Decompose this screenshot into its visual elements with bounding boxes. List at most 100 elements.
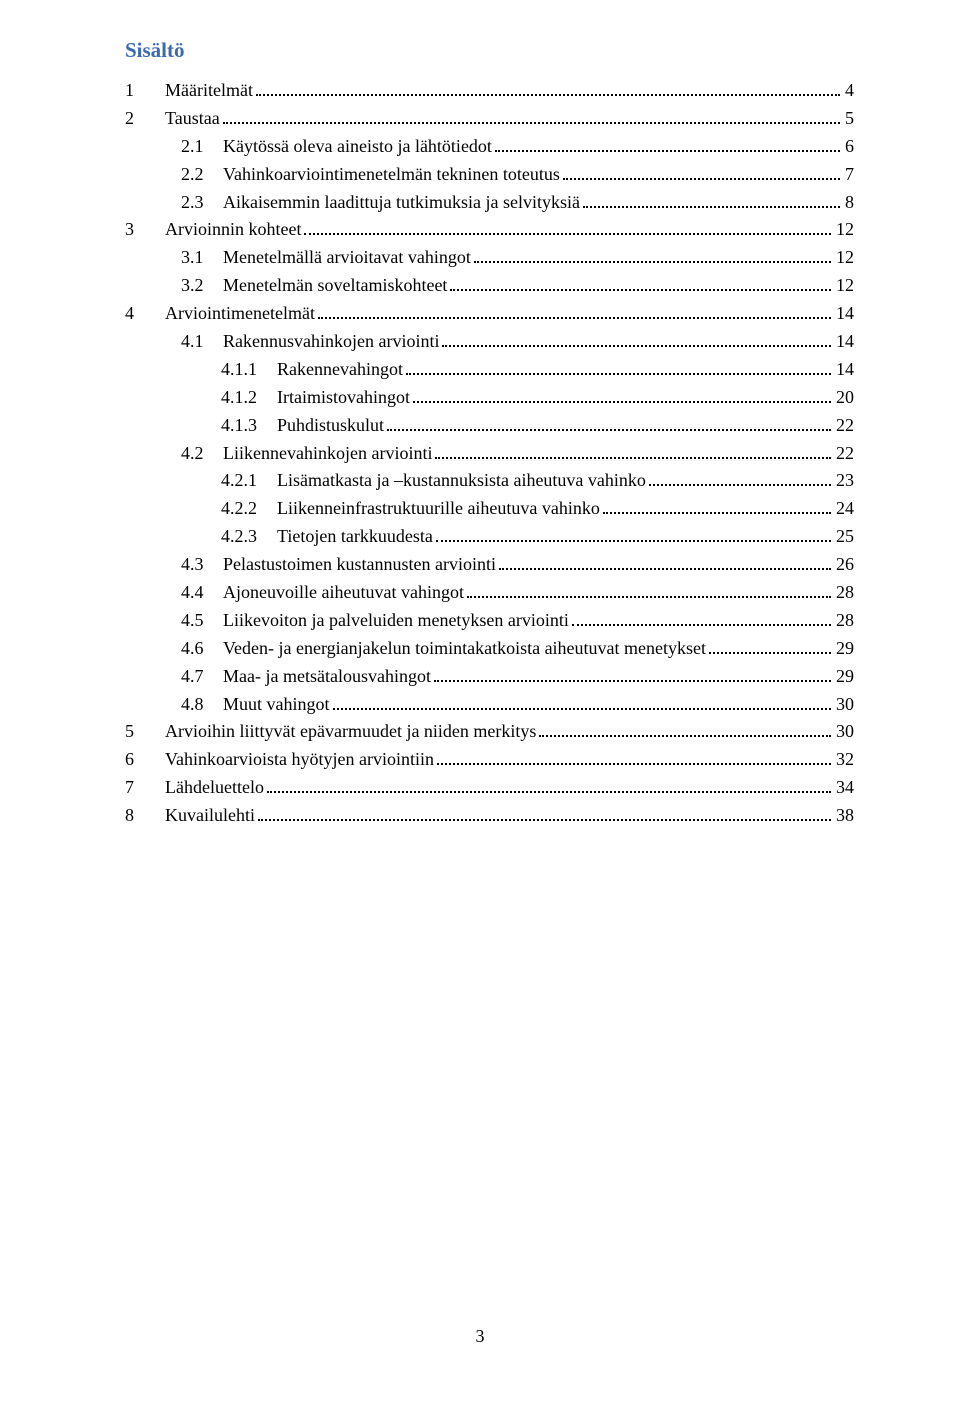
toc-entry: 2.1Käytössä oleva aineisto ja lähtötiedo… xyxy=(125,133,854,161)
toc-entry-page: 7 xyxy=(843,161,854,189)
toc-entry: 4 Arviointimenetelmät 14 xyxy=(125,300,854,328)
toc-entry-label: Lähdeluettelo xyxy=(165,774,264,802)
toc-entry-page: 20 xyxy=(834,384,854,412)
toc-entry: 4.1.3Puhdistuskulut22 xyxy=(125,412,854,440)
toc-entry-number: 7 xyxy=(125,774,145,802)
toc-entry-label: Liikenneinfrastruktuurille aiheutuva vah… xyxy=(277,495,600,523)
toc-entry-number: 1 xyxy=(125,77,145,105)
toc-entry-page: 32 xyxy=(834,746,854,774)
toc-entry-number: 2 xyxy=(125,105,145,133)
toc-leader-dots xyxy=(437,763,831,765)
toc-leader-dots xyxy=(304,233,831,235)
toc-entry-page: 6 xyxy=(843,133,854,161)
toc-entry: 8Kuvailulehti38 xyxy=(125,802,854,830)
toc-leader-dots xyxy=(256,94,840,96)
toc-entry-label: Vahinkoarvioista hyötyjen arviointiin xyxy=(165,746,434,774)
toc-entry: 4.3Pelastustoimen kustannusten arviointi… xyxy=(125,551,854,579)
toc-entry-page: 14 xyxy=(834,300,854,328)
toc-entry-page: 24 xyxy=(834,495,854,523)
toc-leader-dots xyxy=(435,457,831,459)
toc-entry-label: Rakennevahingot xyxy=(277,356,403,384)
toc-entry-page: 29 xyxy=(834,635,854,663)
toc-entry-label: Arviointimenetelmät xyxy=(165,300,315,328)
page-number: 3 xyxy=(0,1326,960,1347)
toc-entry-page: 5 xyxy=(843,105,854,133)
toc-leader-dots xyxy=(563,178,840,180)
toc-entry-label: Tietojen tarkkuudesta xyxy=(277,523,433,551)
toc-entry-label: Aikaisemmin laadittuja tutkimuksia ja se… xyxy=(223,189,580,217)
toc-entry-page: 14 xyxy=(834,328,854,356)
toc-entry-page: 25 xyxy=(834,523,854,551)
toc-leader-dots xyxy=(649,484,831,486)
toc-entry: 3.1Menetelmällä arvioitavat vahingot12 xyxy=(125,244,854,272)
toc-entry-page: 30 xyxy=(834,718,854,746)
toc-entry-label: Liikennevahinkojen arviointi xyxy=(223,440,432,468)
toc-entry-number: 4.1.2 xyxy=(221,384,277,412)
toc-leader-dots xyxy=(603,512,831,514)
toc-entry-label: Taustaa xyxy=(165,105,220,133)
toc-entry-label: Irtaimistovahingot xyxy=(277,384,410,412)
toc-entry-number: 3 xyxy=(125,216,145,244)
toc-entry-number: 4.6 xyxy=(181,635,223,663)
toc-entry-number: 4 xyxy=(125,300,145,328)
toc-entry-page: 28 xyxy=(834,579,854,607)
toc-entry: 2 Taustaa 5 xyxy=(125,105,854,133)
toc-entry-number: 4.5 xyxy=(181,607,223,635)
toc-title: Sisältö xyxy=(125,38,854,63)
toc-entry-number: 4.1 xyxy=(181,328,223,356)
toc-entry: 4.8Muut vahingot30 xyxy=(125,691,854,719)
toc-leader-dots xyxy=(572,624,831,626)
toc-entry-number: 4.4 xyxy=(181,579,223,607)
toc-entry-number: 4.1.1 xyxy=(221,356,277,384)
toc-entry-number: 4.1.3 xyxy=(221,412,277,440)
toc-entry-number: 4.2.3 xyxy=(221,523,277,551)
toc-entry-number: 2.2 xyxy=(181,161,223,189)
toc-entry-number: 4.3 xyxy=(181,551,223,579)
toc-entry-label: Muut vahingot xyxy=(223,691,330,719)
toc-entry: 4.4Ajoneuvoille aiheutuvat vahingot28 xyxy=(125,579,854,607)
toc-entry-number: 5 xyxy=(125,718,145,746)
toc-entry: 7 Lähdeluettelo 34 xyxy=(125,774,854,802)
toc-entry-label: Arvioinnin kohteet xyxy=(165,216,301,244)
toc-entry: 5 Arvioihin liittyvät epävarmuudet ja nii… xyxy=(125,718,854,746)
toc-entry-number: 6 xyxy=(125,746,145,774)
toc-entry-number: 4.2.1 xyxy=(221,467,277,495)
toc-entry-number: 4.2.2 xyxy=(221,495,277,523)
toc-entry-page: 30 xyxy=(834,691,854,719)
toc-entry-label: Määritelmät xyxy=(165,77,253,105)
toc-entry-label: Liikevoiton ja palveluiden menetyksen ar… xyxy=(223,607,569,635)
toc-leader-dots xyxy=(539,735,831,737)
toc-entry-page: 12 xyxy=(834,244,854,272)
toc-leader-dots xyxy=(583,206,840,208)
toc-leader-dots xyxy=(258,819,831,821)
toc-entry-number: 4.2 xyxy=(181,440,223,468)
toc-entry: 2.2Vahinkoarviointimenetelmän tekninen t… xyxy=(125,161,854,189)
toc-entry-label: Veden- ja energianjakelun toimintakatkoi… xyxy=(223,635,706,663)
toc-leader-dots xyxy=(495,150,840,152)
toc-entry: 1Määritelmät4 xyxy=(125,77,854,105)
toc-entry-page: 12 xyxy=(834,216,854,244)
toc-entry: 4.2Liikennevahinkojen arviointi 22 xyxy=(125,440,854,468)
toc-entry-page: 29 xyxy=(834,663,854,691)
toc-entry: 4.2.1Lisämatkasta ja –kustannuksista aih… xyxy=(125,467,854,495)
toc-entry-page: 34 xyxy=(834,774,854,802)
toc-entry-page: 26 xyxy=(834,551,854,579)
toc-leader-dots xyxy=(413,401,831,403)
toc-leader-dots xyxy=(223,122,840,124)
toc-entry-label: Maa- ja metsätalousvahingot xyxy=(223,663,431,691)
toc-entry: 2.3Aikaisemmin laadittuja tutkimuksia ja… xyxy=(125,189,854,217)
toc-leader-dots xyxy=(450,289,831,291)
toc-entry-page: 28 xyxy=(834,607,854,635)
toc-entry-label: Arvioihin liittyvät epävarmuudet ja niid… xyxy=(165,718,536,746)
toc-entry-number: 3.1 xyxy=(181,244,223,272)
toc-entry-label: Vahinkoarviointimenetelmän tekninen tote… xyxy=(223,161,560,189)
toc-entry: 3 Arvioinnin kohteet 12 xyxy=(125,216,854,244)
toc-entry: 4.2.2Liikenneinfrastruktuurille aiheutuv… xyxy=(125,495,854,523)
toc-entry: 4.1.2Irtaimistovahingot 20 xyxy=(125,384,854,412)
toc-leader-dots xyxy=(387,429,831,431)
toc-entry-page: 22 xyxy=(834,440,854,468)
toc-entry-page: 12 xyxy=(834,272,854,300)
toc-entry: 4.1Rakennusvahinkojen arviointi14 xyxy=(125,328,854,356)
toc-leader-dots xyxy=(406,373,831,375)
toc-entry-number: 3.2 xyxy=(181,272,223,300)
